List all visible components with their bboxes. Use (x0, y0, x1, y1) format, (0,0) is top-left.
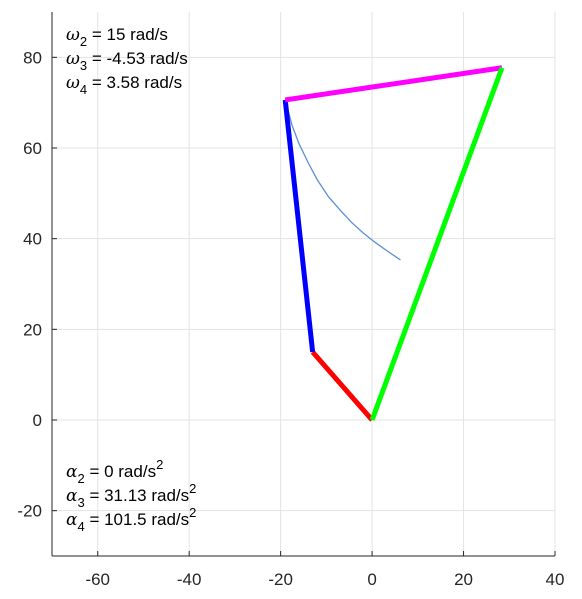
y-tick-label-2: 20 (23, 320, 42, 339)
link-1 (310, 350, 374, 422)
omega-annotation-3: ω4 = 3.58 rad/s (66, 73, 182, 97)
y-tick-label-4: 60 (23, 139, 42, 158)
omega-annotation-2: ω3 = -4.53 rad/s (66, 49, 188, 73)
y-tick-label-5: 80 (23, 48, 42, 67)
link-3 (284, 65, 503, 103)
tick-labels: -60 -40 -20 0 20 40 -20 0 20 40 60 80 (17, 48, 564, 589)
x-tick-label-1: -40 (177, 570, 202, 589)
alpha-annotation-1: α2 = 0 rad/s2 (66, 457, 163, 486)
coupler-trace (284, 99, 401, 261)
x-tick-label-2: -20 (268, 570, 293, 589)
trace-layer (284, 99, 401, 261)
x-tick-label-3: 0 (367, 570, 376, 589)
x-tick-label-0: -60 (85, 570, 110, 589)
alpha-annotation-3: α4 = 101.5 rad/s2 (66, 505, 196, 534)
link-4 (369, 66, 505, 421)
x-tick-label-4: 20 (454, 570, 473, 589)
annotations: ω2 = 15 rad/sω3 = -4.53 rad/sω4 = 3.58 r… (66, 25, 196, 534)
axes-lines (51, 12, 555, 557)
link-2 (282, 99, 316, 353)
links-layer (282, 65, 505, 422)
y-tick-label-0: -20 (17, 502, 42, 521)
x-tick-label-5: 40 (546, 570, 565, 589)
alpha-annotation-2: α3 = 31.13 rad/s2 (66, 481, 196, 510)
y-tick-label-3: 40 (23, 230, 42, 249)
y-tick-label-1: 0 (33, 411, 42, 430)
omega-annotation-1: ω2 = 15 rad/s (66, 25, 168, 49)
